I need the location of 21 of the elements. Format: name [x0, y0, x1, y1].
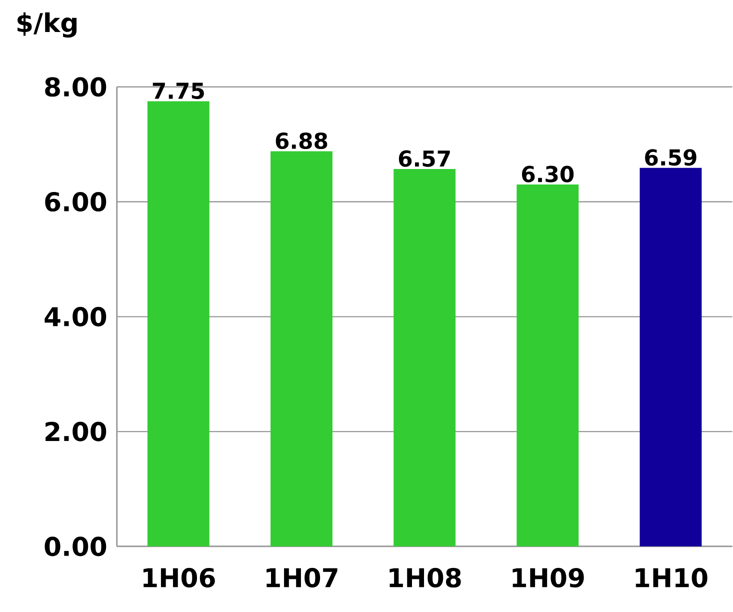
bar	[394, 168, 456, 546]
bar	[147, 101, 210, 546]
bar	[640, 168, 702, 546]
x-tick-label: 1H07	[266, 568, 338, 588]
data-label: 6.59	[645, 148, 696, 166]
x-tick-label: 1H06	[144, 568, 215, 588]
data-label: 6.57	[398, 150, 450, 167]
y-axis-title: $/kg	[18, 12, 77, 38]
y-tick-label: 0.00	[44, 536, 106, 556]
data-label: 6.88	[276, 132, 328, 149]
x-tick-label: 1H09	[512, 568, 584, 588]
x-tick-label: 1H10	[636, 568, 708, 588]
y-tick-label: 6.00	[45, 192, 106, 212]
data-label: 6.30	[522, 166, 574, 182]
y-tick-label: 8.00	[45, 76, 106, 97]
bar	[270, 151, 332, 546]
x-tick-label: 1H08	[390, 568, 461, 588]
y-tick-label: 2.00	[46, 422, 106, 442]
bar	[516, 184, 579, 546]
y-tick-label: 4.00	[44, 306, 106, 326]
data-label: 7.75	[152, 82, 204, 99]
